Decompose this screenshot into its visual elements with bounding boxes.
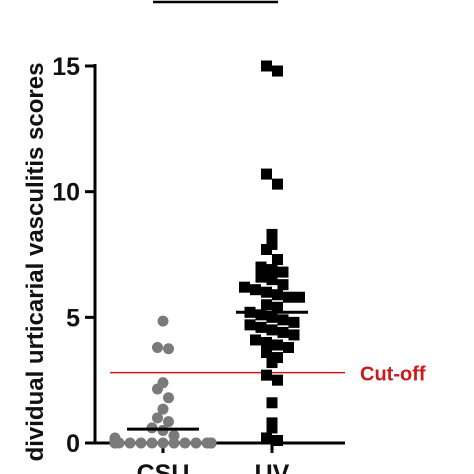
uv-data-point (266, 311, 278, 323)
uv-data-point (266, 397, 278, 409)
y-tick-label: 15 (52, 53, 80, 81)
uv-data-point (288, 316, 300, 328)
uv-data-point (277, 326, 289, 338)
csu-data-point (157, 403, 169, 415)
uv-data-point (272, 65, 283, 77)
uv-data-point (277, 314, 289, 326)
uv-data-point (277, 266, 289, 278)
uv-data-point (266, 357, 278, 369)
uv-data-point (239, 281, 250, 293)
csu-data-point (157, 315, 169, 327)
uv-data-point (255, 271, 267, 283)
x-category-label: UV (255, 460, 290, 474)
csu-data-point (163, 416, 174, 428)
csu-data-point (152, 412, 163, 424)
uv-data-point (255, 321, 267, 333)
uv-data-point (261, 60, 272, 72)
x-category-label: CSU (137, 460, 190, 474)
uv-data-point (261, 299, 272, 311)
uv-data-point (272, 434, 283, 446)
csu-data-point (152, 383, 163, 395)
csu-data-point (152, 341, 163, 353)
uv-data-point (272, 374, 283, 386)
uv-data-point (266, 264, 278, 276)
uv-data-point (272, 301, 283, 313)
csu-data-point (163, 392, 174, 404)
uv-data-point (261, 369, 272, 381)
uv-data-point (261, 286, 272, 298)
csu-data-point (113, 437, 125, 449)
uv-data-point (266, 422, 278, 434)
uv-data-point (244, 319, 256, 331)
uv-data-point (250, 334, 261, 346)
csu-data-point (124, 437, 136, 449)
uv-data-point (261, 347, 272, 359)
y-tick-label: 0 (66, 430, 80, 458)
uv-data-point (266, 228, 278, 240)
uv-data-point (255, 309, 267, 321)
uv-data-point (261, 336, 272, 348)
uv-data-point (283, 341, 294, 353)
csu-data-point (205, 437, 217, 449)
csu-data-point (190, 437, 202, 449)
csu-data-point (146, 437, 158, 449)
uv-data-point (277, 279, 289, 291)
uv-data-point (261, 168, 272, 180)
uv-data-point (261, 432, 272, 444)
uv-data-point (255, 261, 267, 273)
csu-data-point (157, 437, 169, 449)
y-tick-label: 10 (52, 179, 80, 207)
uv-data-point (261, 243, 272, 255)
uv-data-point (272, 339, 283, 351)
uv-data-point (250, 284, 261, 296)
uv-data-point (266, 274, 278, 286)
uv-data-point (272, 289, 283, 301)
y-tick-label: 5 (66, 304, 80, 332)
csu-data-point (163, 343, 174, 355)
csu-data-point (135, 437, 147, 449)
uv-data-point (272, 178, 283, 190)
uv-data-point (266, 324, 278, 336)
uv-data-point (294, 291, 305, 303)
cutoff-label: Cut-off (360, 364, 426, 386)
csu-data-point (168, 429, 180, 441)
y-axis-title: dividual urticarial vasculitis scores (22, 63, 49, 462)
csu-data-point (179, 437, 191, 449)
uv-data-point (288, 329, 300, 341)
csu-data-point (168, 437, 180, 449)
uv-data-point (283, 291, 294, 303)
uv-data-point (272, 254, 283, 266)
